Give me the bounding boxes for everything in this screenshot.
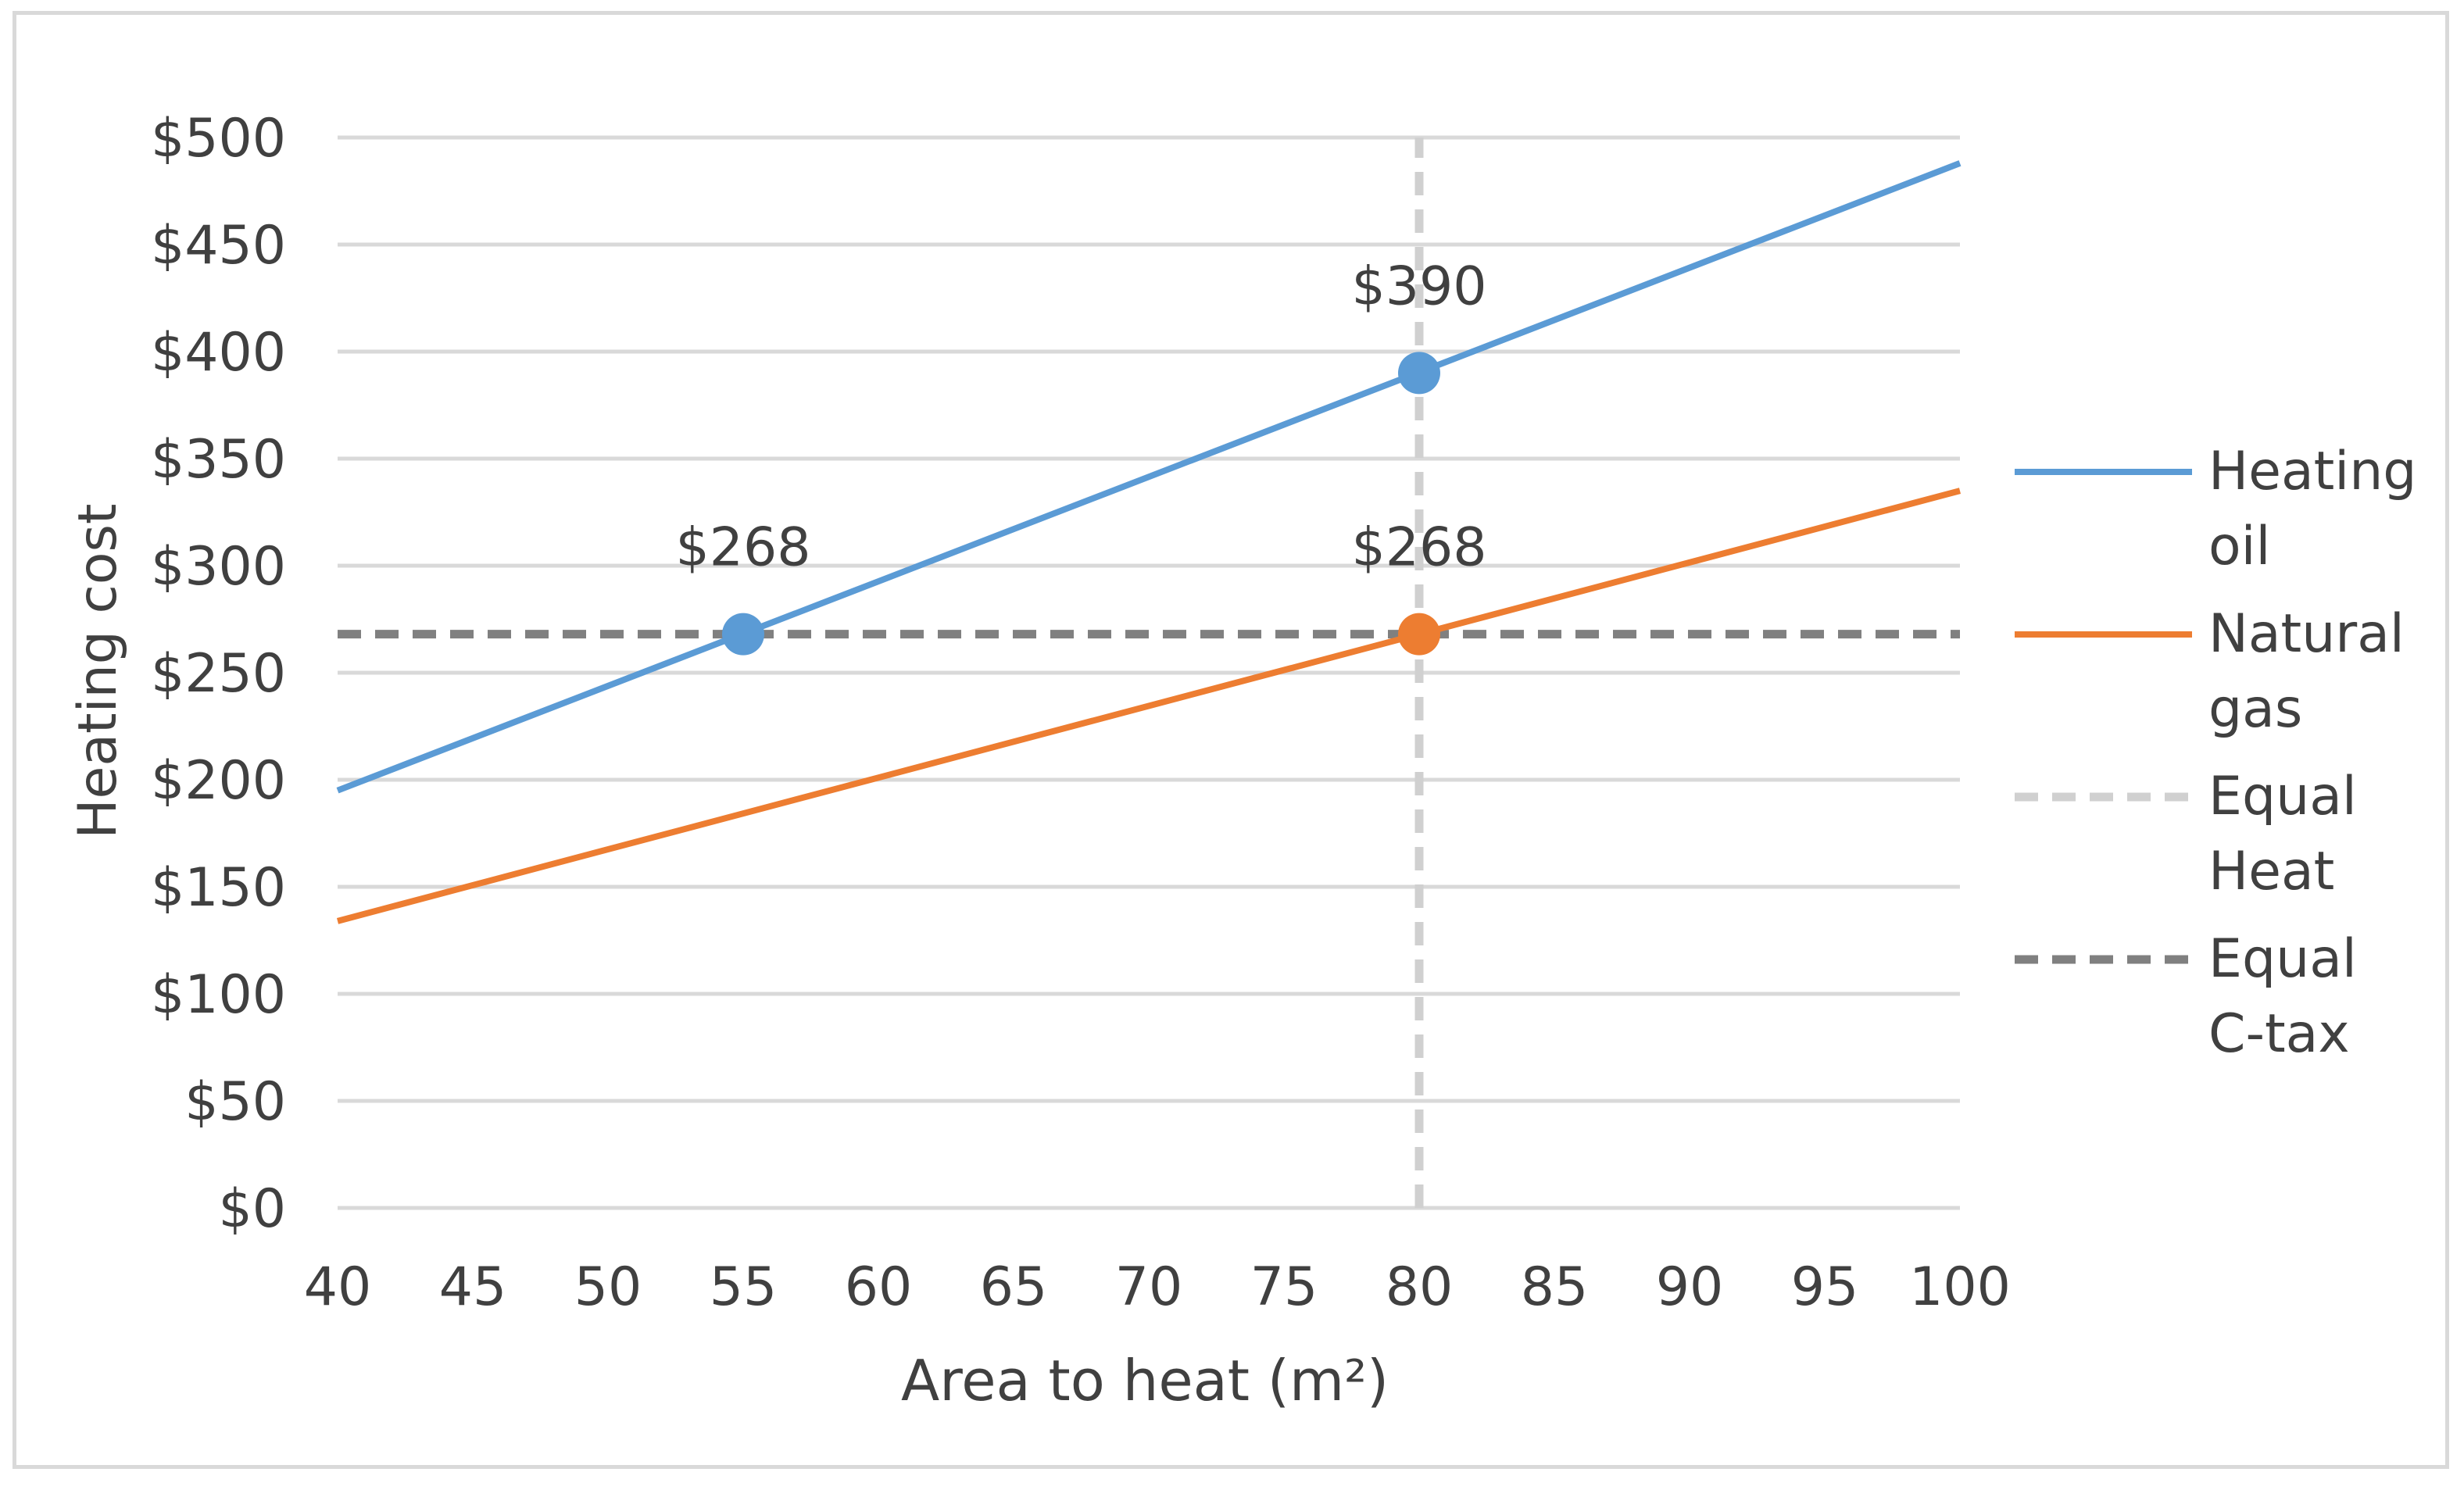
- series-line-natural-gas: [336, 488, 1962, 924]
- y-tick-label: $400: [151, 322, 286, 384]
- y-tick-label: $200: [151, 750, 286, 812]
- data-label: $268: [1351, 517, 1486, 579]
- y-tick-label: $100: [151, 964, 286, 1026]
- y-tick-label: $300: [151, 536, 286, 598]
- legend-label: Heat: [2208, 841, 2334, 902]
- data-label: $390: [1351, 255, 1486, 317]
- gridlines: [338, 135, 1960, 1210]
- y-axis-title: Heating cost: [67, 503, 129, 838]
- data-labels: $268 $390 $268: [675, 255, 1486, 578]
- legend-label: Heating: [2208, 441, 2416, 502]
- data-label: $268: [675, 517, 810, 579]
- series-line-heating-oil: [336, 160, 1962, 794]
- y-tick-label: $50: [184, 1071, 286, 1133]
- legend-label: Equal: [2208, 928, 2357, 990]
- x-tick-label: 75: [1250, 1256, 1318, 1318]
- x-axis-ticks: 40 45 50 55 60 65 70 75 80 85 90 95 100: [304, 1256, 2011, 1318]
- legend: Heating oil Natural gas Equal Heat Equal C-tax: [2015, 441, 2416, 1065]
- x-tick-label: 100: [1909, 1256, 2011, 1318]
- legend-label: Equal: [2208, 766, 2357, 827]
- x-axis-title: Area to heat (m²): [901, 1348, 1389, 1413]
- chart-frame: [13, 11, 2449, 1469]
- x-tick-label: 85: [1521, 1256, 1589, 1318]
- y-tick-label: $0: [218, 1178, 286, 1240]
- y-axis-ticks: $0 $50 $100 $150 $200 $250 $300 $350 $400 $450 $50…: [151, 108, 286, 1240]
- x-tick-label: 65: [980, 1256, 1048, 1318]
- data-point-marker: [1398, 352, 1440, 395]
- x-tick-label: 50: [574, 1256, 642, 1318]
- y-tick-label: $350: [151, 429, 286, 491]
- data-point-marker: [1398, 613, 1440, 656]
- x-tick-label: 80: [1386, 1256, 1454, 1318]
- legend-label: Natural: [2208, 603, 2405, 665]
- x-tick-label: 95: [1791, 1256, 1859, 1318]
- x-tick-label: 45: [439, 1256, 507, 1318]
- data-markers: [722, 352, 1440, 656]
- legend-label: gas: [2208, 678, 2302, 740]
- x-tick-label: 60: [845, 1256, 913, 1318]
- x-tick-label: 55: [710, 1256, 778, 1318]
- y-tick-label: $150: [151, 857, 286, 919]
- series-lines: [336, 138, 1962, 1208]
- x-tick-label: 40: [304, 1256, 372, 1318]
- y-tick-label: $250: [151, 643, 286, 705]
- x-tick-label: 70: [1115, 1256, 1183, 1318]
- data-point-marker: [722, 613, 764, 656]
- x-tick-label: 90: [1656, 1256, 1724, 1318]
- y-tick-label: $450: [151, 215, 286, 277]
- y-tick-label: $500: [151, 108, 286, 170]
- legend-label: oil: [2208, 516, 2270, 577]
- legend-label: C-tax: [2208, 1003, 2350, 1065]
